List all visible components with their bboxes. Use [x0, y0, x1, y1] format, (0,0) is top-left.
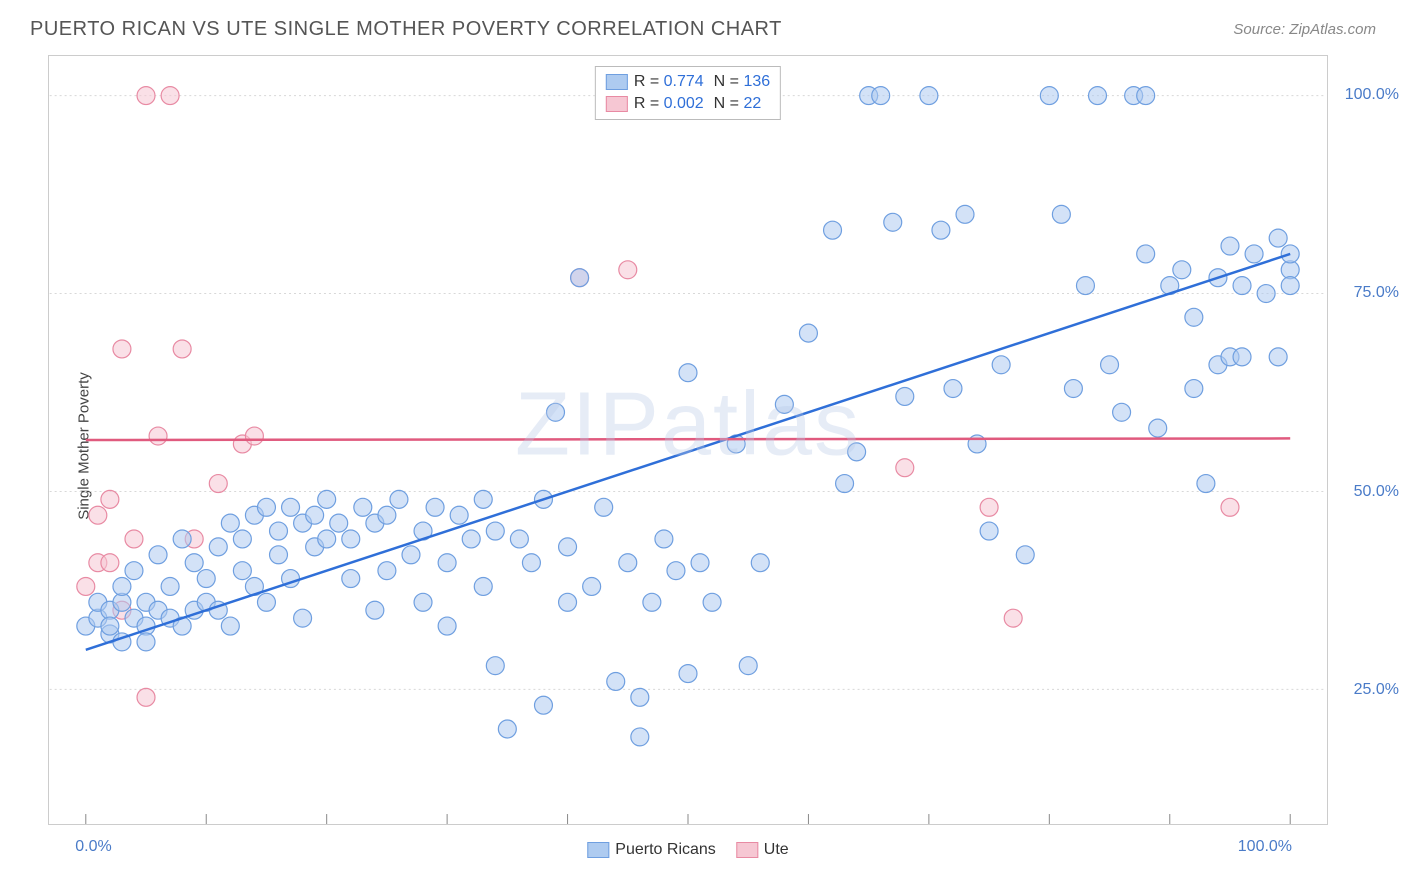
- scatter-plot: [49, 56, 1327, 824]
- chart-container: ZIPatlas R = 0.774N = 136R = 0.002N = 22…: [48, 55, 1328, 825]
- y-tick-label: 75.0%: [1354, 284, 1399, 302]
- legend-swatch: [736, 842, 758, 858]
- source-attribution: Source: ZipAtlas.com: [1233, 21, 1376, 38]
- source-name: ZipAtlas.com: [1289, 21, 1376, 38]
- y-tick-label: 50.0%: [1354, 483, 1399, 501]
- y-tick-label: 100.0%: [1345, 86, 1399, 104]
- legend-correlation: R = 0.774N = 136R = 0.002N = 22: [595, 66, 781, 120]
- legend-item: Puerto Ricans: [587, 841, 716, 859]
- y-tick-label: 25.0%: [1354, 681, 1399, 699]
- legend-swatch: [606, 74, 628, 90]
- x-tick-label: 0.0%: [75, 838, 111, 856]
- legend-label: Puerto Ricans: [615, 841, 716, 859]
- chart-title: PUERTO RICAN VS UTE SINGLE MOTHER POVERT…: [30, 18, 782, 41]
- legend-item: Ute: [736, 841, 789, 859]
- legend-series: Puerto Ricans Ute: [587, 841, 788, 859]
- legend-swatch: [587, 842, 609, 858]
- x-tick-label: 100.0%: [1238, 838, 1292, 856]
- legend-swatch: [606, 96, 628, 112]
- legend-label: Ute: [764, 841, 789, 859]
- source-prefix: Source:: [1233, 21, 1289, 38]
